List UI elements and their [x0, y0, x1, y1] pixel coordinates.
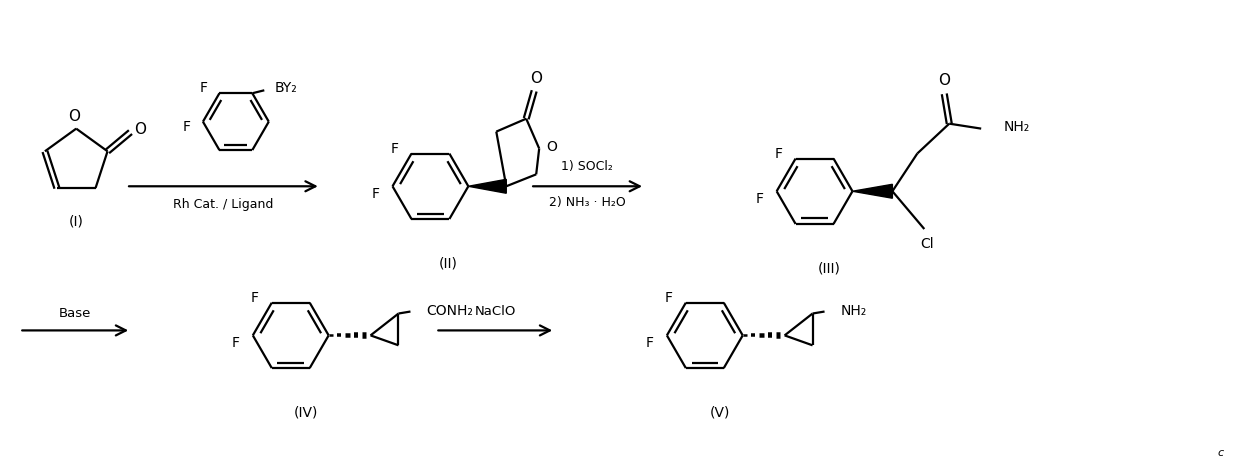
- Text: F: F: [755, 192, 764, 206]
- Text: O: O: [547, 139, 558, 153]
- Text: O: O: [134, 122, 146, 137]
- Text: F: F: [775, 147, 782, 161]
- Polygon shape: [469, 179, 506, 193]
- Text: (I): (I): [68, 214, 83, 228]
- Text: O: O: [939, 74, 950, 89]
- Text: Rh Cat. / Ligand: Rh Cat. / Ligand: [172, 198, 273, 211]
- Text: (III): (III): [818, 262, 841, 276]
- Text: (IV): (IV): [294, 406, 317, 420]
- Text: F: F: [200, 81, 207, 95]
- Text: NH₂: NH₂: [1003, 120, 1029, 134]
- Text: F: F: [665, 291, 673, 305]
- Text: CONH₂: CONH₂: [427, 303, 474, 317]
- Text: Base: Base: [60, 307, 92, 320]
- Text: F: F: [372, 187, 379, 201]
- Text: F: F: [646, 336, 653, 350]
- Text: F: F: [184, 120, 191, 134]
- Text: (II): (II): [439, 257, 458, 271]
- Text: F: F: [232, 336, 239, 350]
- Text: O: O: [68, 109, 81, 124]
- Text: O: O: [531, 71, 542, 86]
- Text: F: F: [391, 142, 398, 156]
- Text: F: F: [250, 291, 259, 305]
- Text: 1) SOCl₂: 1) SOCl₂: [562, 160, 613, 173]
- Text: (V): (V): [709, 406, 730, 420]
- Text: BY₂: BY₂: [274, 81, 298, 95]
- Text: 2) NH₃ · H₂O: 2) NH₃ · H₂O: [548, 196, 625, 209]
- Text: NaClO: NaClO: [475, 305, 516, 318]
- Polygon shape: [852, 184, 893, 198]
- Text: c: c: [1218, 448, 1224, 458]
- Text: NH₂: NH₂: [841, 303, 867, 317]
- Text: Cl: Cl: [920, 237, 934, 251]
